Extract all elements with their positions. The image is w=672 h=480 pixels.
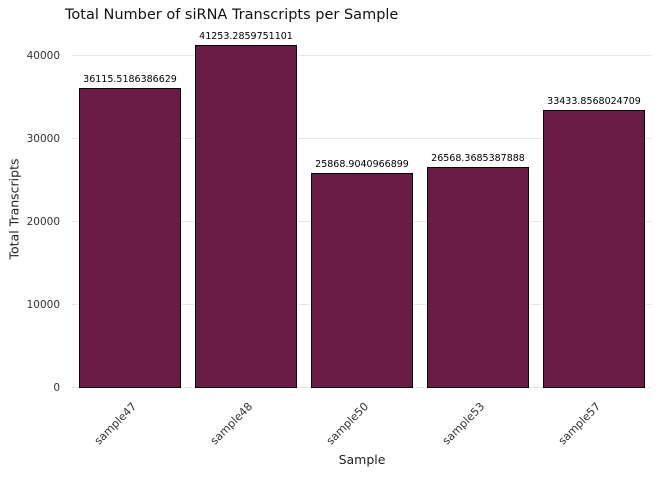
x-tick-slot: sample48 [188, 392, 304, 450]
bar-sample53 [426, 167, 530, 388]
y-tick-label: 20000 [26, 215, 60, 228]
bar-value-label: 26568.3685387888 [431, 153, 525, 165]
y-tick-label: 40000 [26, 49, 60, 62]
bar-sample57 [542, 110, 646, 388]
x-tick-slot: sample47 [72, 392, 188, 450]
bar-slot-sample53: 26568.3685387888 [420, 30, 536, 388]
bar-sample47 [78, 88, 182, 388]
bar-sample50 [310, 173, 414, 388]
bar-slot-sample48: 41253.2859751101 [188, 30, 304, 388]
y-tick-label: 30000 [26, 132, 60, 145]
x-tick-label: sample47 [91, 400, 140, 448]
bar-value-label: 36115.5186386629 [83, 74, 177, 86]
bar-value-label: 41253.2859751101 [199, 31, 293, 43]
x-tick-label: sample53 [439, 400, 488, 448]
bar-slot-sample57: 33433.8568024709 [536, 30, 652, 388]
plot-area: 36115.5186386629 41253.2859751101 25868.90… [72, 30, 652, 388]
y-axis-ticks: 0 10000 20000 30000 40000 [0, 30, 64, 394]
x-axis-ticks: sample47 sample48 sample50 sample53 sample57 [72, 392, 652, 450]
y-tick-label: 0 [53, 382, 60, 394]
chart-title: Total Number of siRNA Transcripts per Sa… [65, 7, 399, 23]
x-tick-label: sample57 [555, 400, 604, 448]
bar-value-label: 25868.9040966899 [315, 159, 409, 171]
bars: 36115.5186386629 41253.2859751101 25868.90… [72, 30, 652, 388]
y-tick-label: 10000 [26, 298, 60, 311]
x-tick-label: sample50 [323, 400, 372, 448]
x-tick-label: sample48 [207, 400, 256, 448]
bar-slot-sample47: 36115.5186386629 [72, 30, 188, 388]
x-axis-title: Sample [338, 452, 386, 467]
gridline [72, 137, 652, 139]
bar-value-label: 33433.8568024709 [547, 96, 641, 108]
x-tick-slot: sample53 [420, 392, 536, 450]
bar-sample48 [194, 45, 298, 388]
x-tick-slot: sample50 [304, 392, 420, 450]
gridline [72, 54, 652, 56]
x-tick-slot: sample57 [536, 392, 652, 450]
bar-slot-sample50: 25868.9040966899 [304, 30, 420, 388]
